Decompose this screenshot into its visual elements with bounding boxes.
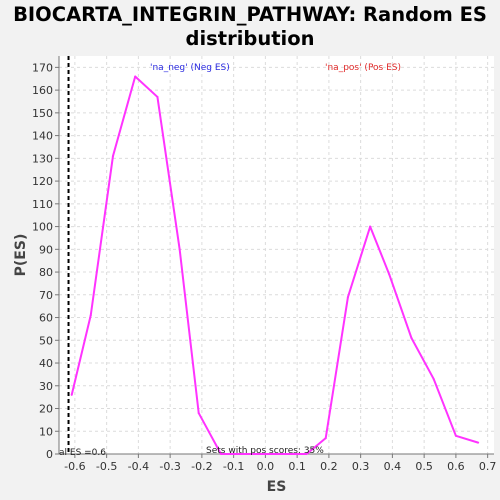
y-tick-label: 120	[32, 175, 53, 188]
y-tick-label: 110	[32, 198, 53, 211]
y-tick-label: 60	[39, 312, 53, 325]
data-point	[156, 95, 159, 98]
data-point	[111, 155, 114, 158]
x-tick-label: -0.1	[223, 460, 244, 473]
y-tick-label: 90	[39, 243, 53, 256]
x-tick-label: 0.0	[257, 460, 275, 473]
pos-scores-annotation: Sets with pos scores: 35%	[206, 446, 324, 456]
chart-title-line-1: BIOCARTA_INTEGRIN_PATHWAY: Random ES	[13, 3, 487, 26]
chart-title-line-2: distribution	[185, 27, 315, 50]
x-tick-label: 0.4	[384, 460, 402, 473]
x-tick-label: 0.6	[447, 460, 465, 473]
y-tick-label: 130	[32, 152, 53, 165]
data-point	[388, 273, 391, 276]
x-tick-label: 0.7	[479, 460, 497, 473]
x-tick-label: -0.5	[96, 460, 117, 473]
y-tick-label: 160	[32, 84, 53, 97]
y-axis: 0 10 20 30 40 50 60 70 80 90 100 110 120 130 140 150 160…	[32, 56, 60, 461]
observed-es-label: al ES =0.6	[59, 448, 106, 458]
x-tick-label: 0.1	[288, 460, 306, 473]
y-tick-label: 70	[39, 289, 53, 302]
plot-area	[59, 56, 494, 454]
y-tick-label: 100	[32, 221, 53, 234]
x-tick-label: 0.3	[352, 460, 370, 473]
chart-title: BIOCARTA_INTEGRIN_PATHWAY: Random ES dis…	[0, 3, 500, 51]
data-point	[134, 75, 137, 78]
data-point	[219, 453, 222, 455]
data-point	[178, 248, 181, 251]
x-tick-label: -0.2	[191, 460, 212, 473]
y-tick-label: 170	[32, 61, 53, 74]
x-tick-label: -0.6	[64, 460, 85, 473]
y-tick-label: 30	[39, 380, 53, 393]
x-tick-label: 0.5	[415, 460, 433, 473]
grid	[59, 56, 494, 455]
y-tick-label: 80	[39, 266, 53, 279]
data-point	[324, 437, 327, 440]
data-point	[305, 453, 308, 455]
x-tick-label: 0.2	[320, 460, 338, 473]
y-tick-label: 0	[46, 448, 53, 461]
data-point	[369, 225, 372, 228]
pos-es-label: 'na_pos' (Pos ES)	[325, 63, 401, 73]
y-tick-label: 140	[32, 130, 53, 143]
data-point	[454, 434, 457, 437]
x-axis: -0.6 -0.5 -0.4 -0.3 -0.2 -0.1 0.0 0.1 0.2 0.3 0.4 0…	[59, 453, 497, 473]
data-point	[432, 377, 435, 380]
y-tick-label: 50	[39, 334, 53, 347]
y-tick-label: 150	[32, 107, 53, 120]
neg-es-label: 'na_neg' (Neg ES)	[150, 63, 230, 73]
data-point	[89, 314, 92, 317]
y-tick-label: 40	[39, 357, 53, 370]
data-point	[477, 441, 480, 444]
data-point	[346, 296, 349, 299]
data-point	[410, 337, 413, 340]
data-point	[197, 412, 200, 415]
series-points	[70, 75, 480, 455]
y-tick-label: 10	[39, 425, 53, 438]
y-axis-label: P(ES)	[13, 234, 29, 277]
series-line	[70, 75, 479, 455]
data-point	[70, 393, 73, 396]
x-axis-label: ES	[267, 479, 287, 495]
data-point	[238, 453, 241, 455]
x-tick-label: -0.4	[128, 460, 149, 473]
y-tick-label: 20	[39, 403, 53, 416]
x-tick-label: -0.3	[159, 460, 180, 473]
